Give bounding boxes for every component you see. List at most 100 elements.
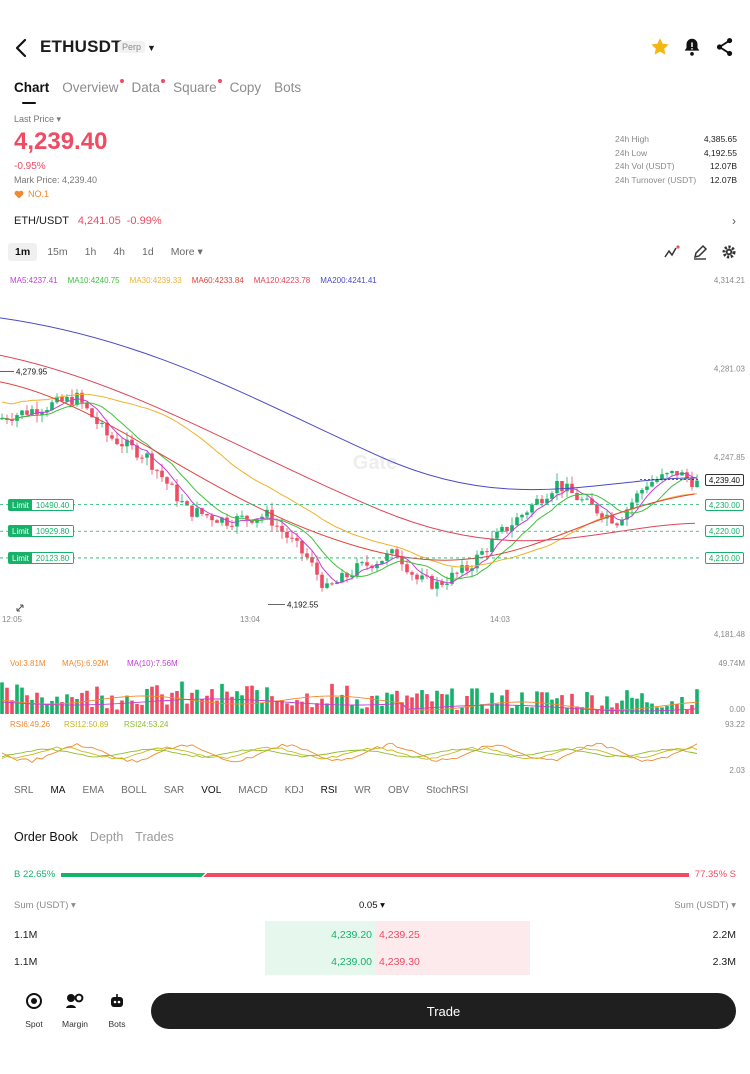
rsi-line-3: [1, 748, 698, 758]
indicator-wr[interactable]: WR: [354, 784, 371, 796]
volume-bar: [315, 703, 319, 714]
bottom-spot-button[interactable]: Spot: [14, 992, 54, 1029]
candle-body: [210, 515, 214, 521]
candle-body: [0, 418, 4, 420]
share-icon[interactable]: [714, 36, 736, 58]
candle-body: [410, 572, 414, 575]
orderbook-tab-order-book[interactable]: Order Book: [14, 830, 78, 844]
ma5-line: [1, 397, 698, 584]
limit-order-tag[interactable]: Limit 20123.80: [8, 551, 75, 564]
bottom-bots-button[interactable]: Bots: [97, 992, 137, 1029]
ask-price[interactable]: 4,239.30: [379, 956, 420, 968]
tab-data[interactable]: Data: [132, 78, 166, 95]
volume-bar: [255, 690, 259, 714]
price-chart[interactable]: 4,314.21 4,281.03 4,247.85 4,181.48 12:05 13:…: [0, 270, 750, 780]
candle-body: [500, 526, 504, 532]
indicator-obv[interactable]: OBV: [387, 784, 410, 796]
back-arrow-icon[interactable]: [10, 36, 34, 60]
candle-body: [555, 480, 559, 494]
bid-price[interactable]: 4,239.00: [331, 956, 372, 968]
stat-value: 12.07B: [710, 174, 737, 185]
spot-change: -0.99%: [126, 215, 162, 227]
ma-legend-item: MA120:4223.78: [253, 276, 311, 285]
indicator-ma[interactable]: MA: [50, 784, 66, 796]
timeframe-15m[interactable]: 15m: [47, 246, 68, 258]
volume-bar: [495, 703, 499, 714]
tab-copy[interactable]: Copy: [229, 79, 262, 95]
indicator-macd[interactable]: MACD: [238, 784, 268, 796]
indicator-srl[interactable]: SRL: [14, 784, 34, 796]
timeframe-4h[interactable]: 4h: [113, 246, 125, 258]
candle-body: [50, 402, 54, 411]
timeframe-1d[interactable]: 1d: [142, 246, 154, 258]
pair-title[interactable]: ETHUSDT: [40, 37, 122, 56]
candle-body: [270, 509, 274, 526]
volume-bar: [445, 694, 449, 714]
stat-row: 24h High 4,385.65: [615, 134, 737, 148]
tab-square[interactable]: Square: [173, 78, 222, 95]
chevron-right-icon[interactable]: ›: [732, 214, 736, 228]
margin-icon: [55, 992, 95, 1012]
volume-bar: [565, 707, 569, 714]
draw-icon[interactable]: [692, 244, 708, 260]
spot-price-link[interactable]: ETH/USDT 4,241.05 -0.99%: [14, 215, 162, 227]
bell-icon[interactable]: [681, 36, 703, 58]
orderbook-tab-depth[interactable]: Depth: [89, 830, 124, 844]
ask-price[interactable]: 4,239.25: [379, 929, 420, 941]
tab-chart[interactable]: Chart: [14, 79, 50, 104]
settings-icon[interactable]: [721, 244, 737, 260]
bottom-label: Bots: [108, 1019, 126, 1029]
volume-bar: [625, 690, 629, 714]
indicator-sar[interactable]: SAR: [163, 784, 185, 796]
candle-body: [385, 553, 389, 561]
candle-body: [460, 565, 464, 573]
indicator-kdj[interactable]: KDJ: [284, 784, 304, 796]
indicator-ema[interactable]: EMA: [82, 784, 105, 796]
volume-bar: [415, 693, 419, 714]
volume-bar: [275, 700, 279, 714]
indicator-rsi[interactable]: RSI: [320, 784, 338, 796]
indicator-vol[interactable]: VOL: [201, 784, 222, 796]
candle-body: [80, 392, 84, 403]
limit-order-tag[interactable]: Limit 10490.40: [8, 498, 75, 511]
volume-bar: [460, 707, 464, 714]
candle-body: [350, 575, 354, 578]
ma-legend-item: MA200:4241.41: [320, 276, 377, 285]
orderbook-tab-trades[interactable]: Trades: [135, 830, 174, 844]
indicator-boll[interactable]: BOLL: [121, 784, 147, 796]
volume-bar: [630, 697, 634, 714]
last-price-label[interactable]: Last Price ▾: [14, 114, 62, 124]
precision-select[interactable]: 0.05 ▾: [359, 900, 385, 911]
candle-body: [65, 396, 69, 402]
bid-price[interactable]: 4,239.20: [331, 929, 372, 941]
limit-order-tag[interactable]: Limit 10929.80: [8, 525, 75, 538]
candle-body: [305, 553, 309, 558]
candle-body: [220, 517, 224, 523]
timeframe-1m[interactable]: 1m: [8, 243, 38, 261]
volume-bar: [420, 690, 424, 714]
indicator-stochrsi[interactable]: StochRSI: [426, 784, 469, 796]
indicator-icon[interactable]: [664, 244, 680, 260]
chevron-down-icon[interactable]: ▼: [147, 43, 156, 53]
candle-body: [635, 493, 639, 503]
candle-body: [360, 562, 364, 564]
candle-body: [30, 409, 34, 415]
stat-row: 24h Low 4,192.55: [615, 148, 737, 162]
bottom-margin-button[interactable]: Margin: [55, 992, 95, 1029]
timeframe-more[interactable]: More ▾: [170, 246, 203, 258]
trade-button[interactable]: Trade: [151, 993, 736, 1029]
tab-overview[interactable]: Overview: [62, 78, 124, 95]
volume-bar: [580, 707, 584, 714]
limit-value: 10929.80: [31, 526, 74, 537]
volume-bar: [635, 698, 639, 714]
tab-bots[interactable]: Bots: [274, 79, 302, 95]
candle-body: [125, 439, 129, 447]
sum-right-select[interactable]: Sum (USDT) ▾: [674, 900, 736, 911]
sum-left-select[interactable]: Sum (USDT) ▾: [14, 900, 76, 911]
volume-bar: [170, 692, 174, 714]
candle-body: [225, 517, 229, 526]
volume-bar: [70, 697, 74, 714]
timeframe-1h[interactable]: 1h: [84, 246, 97, 258]
candle-body: [200, 508, 204, 515]
star-icon[interactable]: [649, 36, 671, 58]
